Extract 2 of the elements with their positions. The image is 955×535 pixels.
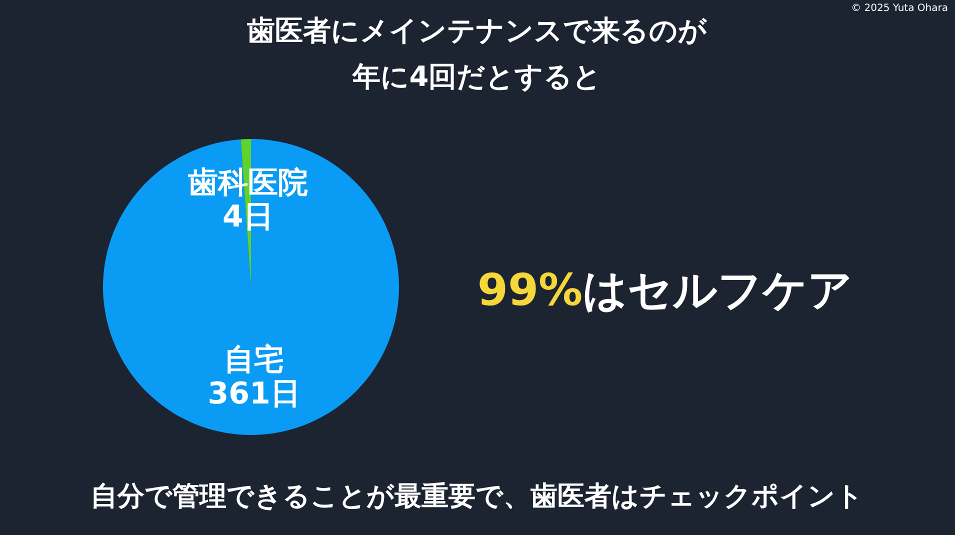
subtitle: 年に4回だとすると (352, 60, 602, 93)
title: 歯医者にメインテナンスで来るのが (247, 14, 707, 47)
